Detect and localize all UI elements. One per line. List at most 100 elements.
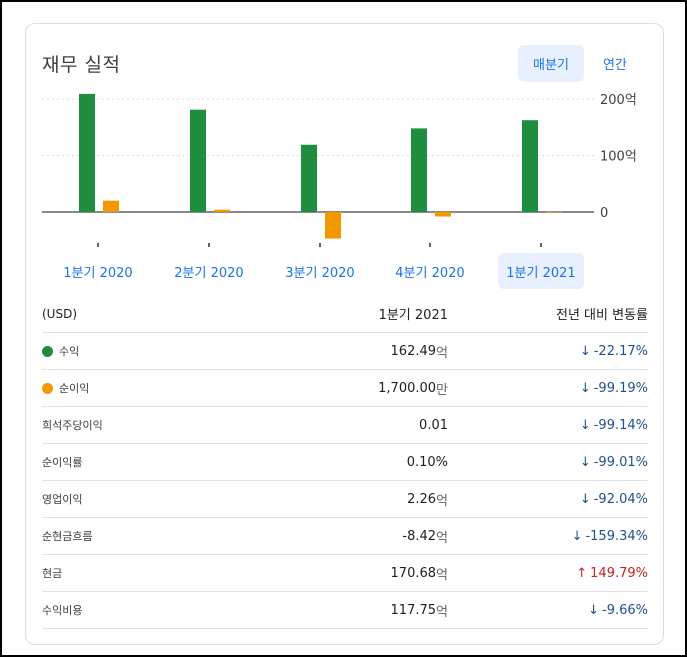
table-row: 순이익률 0.10% ↓ -99.01%: [42, 444, 648, 481]
revenue-bar: [190, 109, 206, 212]
yoy-change: ↑ 149.79%: [576, 566, 648, 581]
net-income-bar: [325, 212, 341, 239]
metric-cell: 순현금흐름: [42, 518, 93, 554]
arrow-down-icon: ↓: [588, 602, 599, 618]
annual-toggle-button[interactable]: 연간: [603, 58, 627, 73]
financials-bar-chart: 200억 100억 0: [42, 93, 637, 247]
metric-value: -8.42: [402, 528, 437, 544]
yoy-change-value: -159.34%: [585, 528, 648, 544]
yoy-change: ↓ -92.04%: [580, 492, 648, 507]
metric-cell: 현금: [42, 555, 62, 591]
legend-dot-icon: [42, 382, 53, 394]
quarter-button[interactable]: 1분기 2020: [63, 265, 133, 281]
metric-value: 1,700.00: [378, 380, 437, 396]
table-row: 수익비용 117.75 억 ↓ -9.66%: [42, 592, 648, 629]
revenue-bar: [522, 120, 538, 212]
yoy-change: ↓ -9.66%: [588, 603, 648, 618]
x-tick-mark: [97, 243, 99, 247]
table-row: 수익 162.49 억 ↓ -22.17%: [42, 333, 648, 370]
arrow-down-icon: ↓: [579, 417, 591, 433]
metric-label: 순이익률: [42, 456, 83, 469]
y-tick-label: 0: [600, 206, 608, 221]
arrow-down-icon: ↓: [579, 380, 591, 396]
value-cell: -8.42 억: [402, 518, 448, 554]
quarterly-toggle-button[interactable]: 매분기: [518, 45, 584, 82]
yoy-change-value: -9.66%: [602, 602, 648, 618]
quarter-button[interactable]: 1분기 2021: [498, 253, 584, 289]
net-income-bar: [103, 200, 119, 212]
table-row: 순이익 1,700.00 만 ↓ -99.19%: [42, 370, 648, 407]
y-tick-label: 200억: [600, 93, 637, 108]
y-tick-label: 100억: [600, 150, 637, 165]
yoy-change-value: -99.19%: [593, 380, 648, 396]
yoy-change: ↓ -99.19%: [580, 381, 648, 396]
metric-label: 희석주당이익: [42, 419, 103, 432]
net-income-bar: [435, 212, 451, 217]
revenue-bar: [79, 93, 95, 212]
table-row: 희석주당이익 0.01 ↓ -99.14%: [42, 407, 648, 444]
change-cell: ↓ -22.17%: [580, 333, 648, 369]
change-cell: ↓ -99.14%: [580, 407, 648, 443]
metric-unit: 억: [436, 493, 448, 509]
table-row: 영업이익 2.26 억 ↓ -92.04%: [42, 481, 648, 518]
revenue-bar: [411, 128, 427, 212]
change-cell: ↓ -99.19%: [580, 370, 648, 406]
yoy-change: ↓ -159.34%: [572, 529, 648, 544]
x-tick-mark: [429, 243, 431, 247]
metric-cell: 영업이익: [42, 481, 82, 517]
metric-cell: 수익비용: [42, 592, 82, 628]
metric-value: 162.49: [390, 343, 437, 359]
change-cell: ↓ -99.01%: [580, 444, 648, 480]
currency-label: (USD): [42, 306, 78, 321]
arrow-down-icon: ↓: [571, 528, 583, 544]
metric-cell: 희석주당이익: [42, 407, 103, 443]
change-header: 전년 대비 변동률: [556, 308, 648, 323]
card-title: 재무 실적: [42, 54, 121, 76]
period-header: 1분기 2021: [378, 308, 448, 323]
legend-dot-icon: [42, 345, 53, 357]
metric-label: 순현금흐름: [42, 530, 93, 543]
metric-unit: 만: [436, 382, 448, 398]
value-cell: 170.68 억: [391, 555, 448, 591]
metric-label: 수익비용: [42, 604, 83, 617]
metric-unit: 억: [436, 604, 448, 620]
yoy-change: ↓ -99.01%: [580, 455, 648, 470]
metric-value: 2.26: [407, 491, 437, 507]
arrow-down-icon: ↓: [579, 491, 591, 507]
metric-value: 170.68: [390, 565, 437, 581]
table-header-row: (USD) 1분기 2021 전년 대비 변동률: [42, 295, 648, 333]
metric-unit: 억: [436, 567, 448, 583]
metric-label: 수익: [59, 345, 80, 358]
value-cell: 1,700.00 만: [378, 370, 448, 406]
x-tick-mark: [540, 243, 542, 247]
change-cell: ↓ -92.04%: [580, 481, 648, 517]
metric-label: 영업이익: [42, 493, 83, 506]
metric-cell: 수익: [42, 333, 79, 369]
revenue-bar: [301, 144, 317, 212]
metric-unit: 억: [436, 345, 448, 361]
value-cell: 117.75 억: [391, 592, 448, 628]
quarter-button[interactable]: 3분기 2020: [285, 265, 355, 281]
metric-value: 0.01: [419, 417, 448, 433]
table-row: 현금 170.68 억 ↑ 149.79%: [42, 555, 648, 592]
value-cell: 0.10%: [407, 444, 448, 480]
value-cell: 162.49 억: [391, 333, 448, 369]
table-row: 순현금흐름 -8.42 억 ↓ -159.34%: [42, 518, 648, 555]
x-tick-mark: [208, 243, 210, 247]
x-tick-mark: [319, 243, 321, 247]
value-cell: 0.01: [419, 407, 448, 443]
net-income-bar: [546, 211, 562, 213]
arrow-down-icon: ↓: [579, 343, 591, 359]
yoy-change: ↓ -99.14%: [580, 418, 648, 433]
yoy-change-value: -92.04%: [593, 491, 648, 507]
yoy-change-value: -22.17%: [593, 343, 648, 359]
quarter-button[interactable]: 4분기 2020: [395, 265, 465, 281]
metric-unit: 억: [436, 530, 448, 546]
metric-label: 현금: [42, 567, 63, 580]
metric-cell: 순이익률: [42, 444, 82, 480]
value-cell: 2.26 억: [407, 481, 448, 517]
change-cell: ↓ -159.34%: [572, 518, 648, 554]
quarter-button[interactable]: 2분기 2020: [174, 265, 244, 281]
net-income-bar: [214, 209, 230, 212]
yoy-change-value: -99.14%: [593, 417, 648, 433]
